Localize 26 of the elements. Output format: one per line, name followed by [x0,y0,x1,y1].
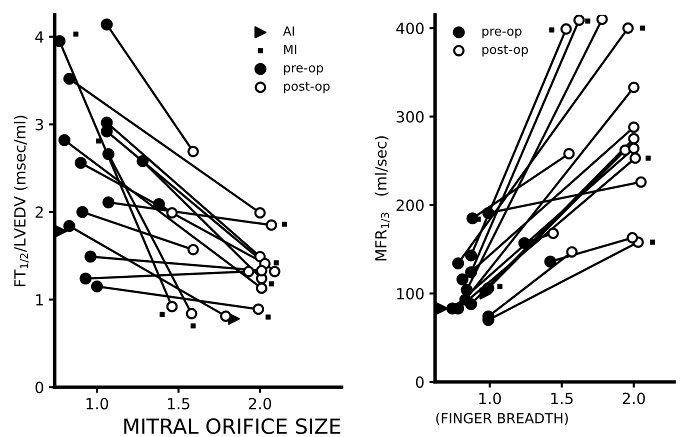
y-tick-label: 300 [396,111,424,123]
x-tick-label: 1.0 [479,392,501,404]
y-tick-label: 1 [36,294,43,306]
y-tick-label: 4 [35,31,44,43]
y-tick-label: 3 [36,118,43,130]
x-tick-label: 2.0 [248,398,272,410]
x-tick-label: 1.5 [168,398,190,410]
y-tick-label: 0 [36,382,44,394]
legend-label: MI [284,44,296,54]
y-tick-label: 200 [396,199,424,212]
y-tick-label: 2 [36,206,43,218]
x-tick-label: 2.0 [622,392,645,404]
y-tick-label: 400 [396,22,424,34]
legend-label: pre-op [482,28,522,38]
x-axis-title: MITRAL ORIFICE SIZE [124,418,340,434]
y-tick-label: 0 [416,376,424,388]
y-axis-title: FT$_{1/2}$/LVEDV (msec/ml) [14,116,29,286]
legend-label: pre-op [284,65,324,75]
text: MFR$_{1/3}$ (ml/sec) [374,136,390,260]
legend-label: post-op [482,45,528,57]
x-axis-title: (FINGER BREADTH) [436,412,568,426]
x-tick-label: 1.0 [86,398,108,410]
legend-label: post-op [284,82,330,94]
y-tick-label: 100 [397,288,424,300]
x-tick-label: 1.5 [551,392,573,404]
legend-label: AI [283,26,294,36]
